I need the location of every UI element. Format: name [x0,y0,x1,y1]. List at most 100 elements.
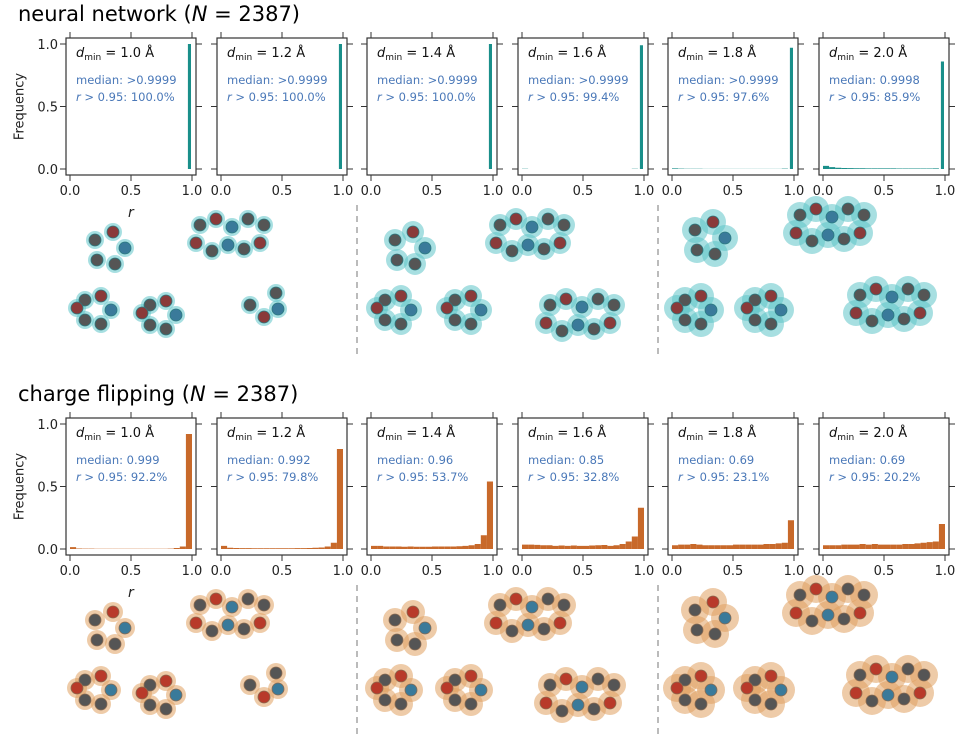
histogram-bar [371,545,378,549]
atom [789,606,803,620]
histogram-bar [859,544,866,549]
atom [539,316,553,330]
histogram-bar [275,548,282,549]
atom [257,690,271,704]
atom [448,673,462,687]
histogram-panel: 0.0 0.5 1.0 dmin = 1.4 Å median: >0.9999 r > … [361,32,503,199]
atom [805,234,819,248]
histogram-bar [522,544,529,549]
atom [591,672,605,686]
atom [205,624,219,638]
atom [159,294,173,308]
x-tick-label: 0.5 [422,184,443,199]
histogram-bar [763,544,770,549]
atom [378,293,392,307]
molecule-structure [535,288,625,342]
histogram-panel: 0.0 0.5 1.0 dmin = 2.0 Å median: 0.9998 r > 0… [813,32,955,199]
histogram-bar [884,544,891,549]
histogram-bar [926,542,933,549]
histogram-bar [76,548,83,549]
atom [221,238,235,252]
histogram-bar [450,546,457,549]
y-tick-label: 0.5 [37,101,58,116]
histogram-bar [269,548,276,549]
atom [253,616,267,630]
atom [493,598,507,612]
dmin-label: dmin = 2.0 Å [829,45,907,63]
histogram-bar [871,168,878,169]
atom [917,288,931,302]
median-label: median: 0.992 [227,453,311,467]
atom [193,218,207,232]
histogram-bar [330,542,337,549]
atom [543,298,557,312]
histogram-panel: 0.0 0.5 1.0 0.0 0.5 1.0 dmin = 1.0 Å median: 0.… [37,412,202,579]
atom [688,223,702,237]
atom [603,316,617,330]
atom [841,582,855,596]
atom [193,598,207,612]
x-tick-label: 0.5 [121,184,142,199]
histogram-bar [558,545,565,549]
molecule-structure [187,210,273,260]
histogram-bar [932,541,939,549]
fraction-label: r > 0.95: 99.4% [528,90,619,104]
atom [448,313,462,327]
x-tick-label: 1.0 [784,564,805,579]
atom [690,623,704,637]
atom [670,681,684,695]
atom [94,697,108,711]
atom [209,592,223,606]
title-text: neural network ( [18,2,192,26]
atom [789,226,803,240]
atom [257,218,271,232]
atom [108,257,122,271]
histogram-bar [902,168,909,169]
fraction-label: r > 0.95: 53.7% [377,470,468,484]
x-axis-label: r [128,585,135,601]
histogram-bar [841,544,848,549]
atom [243,678,257,692]
atom [464,669,478,683]
histogram-bar [564,545,571,549]
atom [106,225,120,239]
atom [241,212,255,226]
dmin-label: dmin = 1.6 Å [528,45,606,63]
histogram-bar [456,546,463,549]
atom [464,697,478,711]
histogram-bar [940,61,944,169]
atom [70,681,84,695]
dmin-label: dmin = 1.0 Å [76,425,154,443]
atom [143,298,157,312]
x-tick-label: 0.5 [723,564,744,579]
histogram-bar [896,168,903,169]
histogram-bar [173,548,180,549]
median-label: median: >0.9999 [528,73,629,87]
atom [853,226,867,240]
atom [917,668,931,682]
x-axis-label: r [128,205,135,221]
histogram-bar [865,544,872,549]
atom [694,697,708,711]
histogram-bar [444,546,451,549]
atom [575,300,589,314]
atom [869,282,883,296]
fraction-label: r > 0.95: 100.0% [76,90,175,104]
atom [694,669,708,683]
x-tick-label: 0.5 [874,184,895,199]
histogram-bar [884,168,891,169]
histogram-bar [908,544,915,549]
histogram-bar [546,545,553,549]
histogram-bar [257,548,264,549]
molecule-structure [384,221,436,275]
histogram-bar [757,544,764,549]
atom [269,666,283,680]
atom [881,308,895,322]
histogram-bar [865,168,872,169]
histogram-bar [789,47,793,169]
dmin-label: dmin = 1.8 Å [678,425,756,443]
histogram-bar [835,545,842,549]
atom [143,318,157,332]
histogram-bar [877,168,884,169]
fraction-label: r > 0.95: 20.2% [829,470,920,484]
